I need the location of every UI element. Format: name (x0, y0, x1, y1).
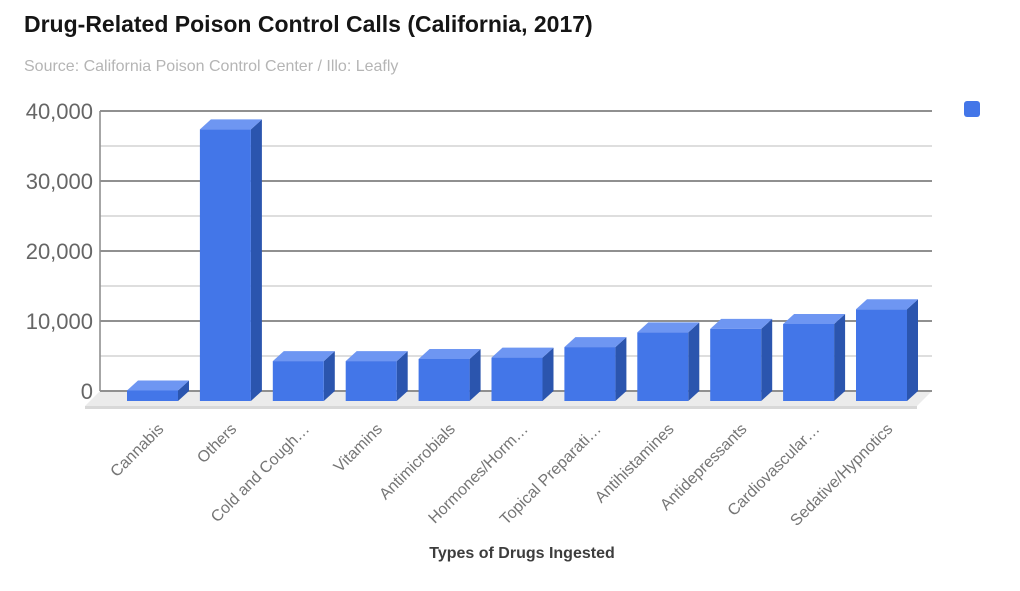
bar-top-face (783, 314, 846, 324)
y-tick-label: 30,000 (26, 169, 93, 194)
category-label: Others (194, 421, 240, 467)
bar-side-face (250, 119, 262, 402)
bar-top-face (710, 318, 773, 329)
bar-top-face (272, 351, 335, 362)
bar-top-face (491, 347, 554, 358)
bar-vitamins[interactable] (345, 351, 408, 401)
category-label: Antimicrobials (376, 421, 458, 503)
bar-cardiovascular[interactable] (783, 314, 846, 401)
bar-front-face (856, 309, 907, 401)
y-tick-label: 20,000 (26, 239, 93, 264)
bar-front-face (272, 361, 324, 401)
bar-front-face (783, 324, 835, 401)
bar-cold-and-cough[interactable] (272, 351, 335, 401)
bar-side-face (907, 299, 918, 401)
bar-front-face (418, 359, 470, 401)
bar-antidepressants[interactable] (710, 318, 773, 401)
bar-side-face (761, 318, 773, 401)
bar-side-face (834, 314, 846, 401)
bar-top-face (856, 299, 918, 310)
bar-side-face (615, 337, 627, 401)
y-tick-label: 40,000 (26, 99, 93, 124)
bar-top-face (637, 322, 700, 333)
bar-side-face (688, 322, 700, 401)
bar-top-face (418, 349, 481, 359)
bar-front-face (199, 129, 251, 401)
bar-antihistamines[interactable] (637, 322, 700, 401)
category-label: Cannabis (108, 421, 168, 481)
category-label: Vitamins (331, 421, 386, 476)
bar-others[interactable] (199, 119, 262, 402)
bar-front-face (710, 328, 762, 401)
bar-front-face (491, 357, 543, 401)
bar-hormones-horm[interactable] (491, 347, 554, 401)
y-tick-label: 0 (81, 379, 93, 404)
bar-front-face (127, 390, 178, 401)
bar-side-face (469, 349, 481, 401)
y-tick-label: 10,000 (26, 309, 93, 334)
bar-sedative-hypnotics[interactable] (856, 299, 918, 401)
bar-top-face (345, 351, 408, 362)
bar-top-face (199, 119, 262, 130)
bar-cannabis[interactable] (127, 380, 189, 402)
bar-topical-preparati[interactable] (564, 337, 627, 401)
chart-title: Drug-Related Poison Control Calls (Calif… (24, 11, 593, 37)
bar-side-face (396, 351, 408, 401)
x-axis-title: Types of Drugs Ingested (429, 545, 615, 562)
legend-series-swatch[interactable] (964, 101, 980, 117)
chart-floor-edge (85, 406, 917, 409)
bar-front-face (345, 361, 397, 401)
bar-front-face (637, 332, 689, 401)
chart-subtitle: Source: California Poison Control Center… (24, 58, 399, 75)
bar-side-face (178, 380, 189, 401)
bar-side-face (542, 347, 554, 401)
bar-antimicrobials[interactable] (418, 349, 481, 401)
bar-top-face (127, 380, 189, 391)
bar-side-face (323, 351, 335, 401)
bar-front-face (564, 347, 616, 401)
bar-top-face (564, 337, 627, 348)
